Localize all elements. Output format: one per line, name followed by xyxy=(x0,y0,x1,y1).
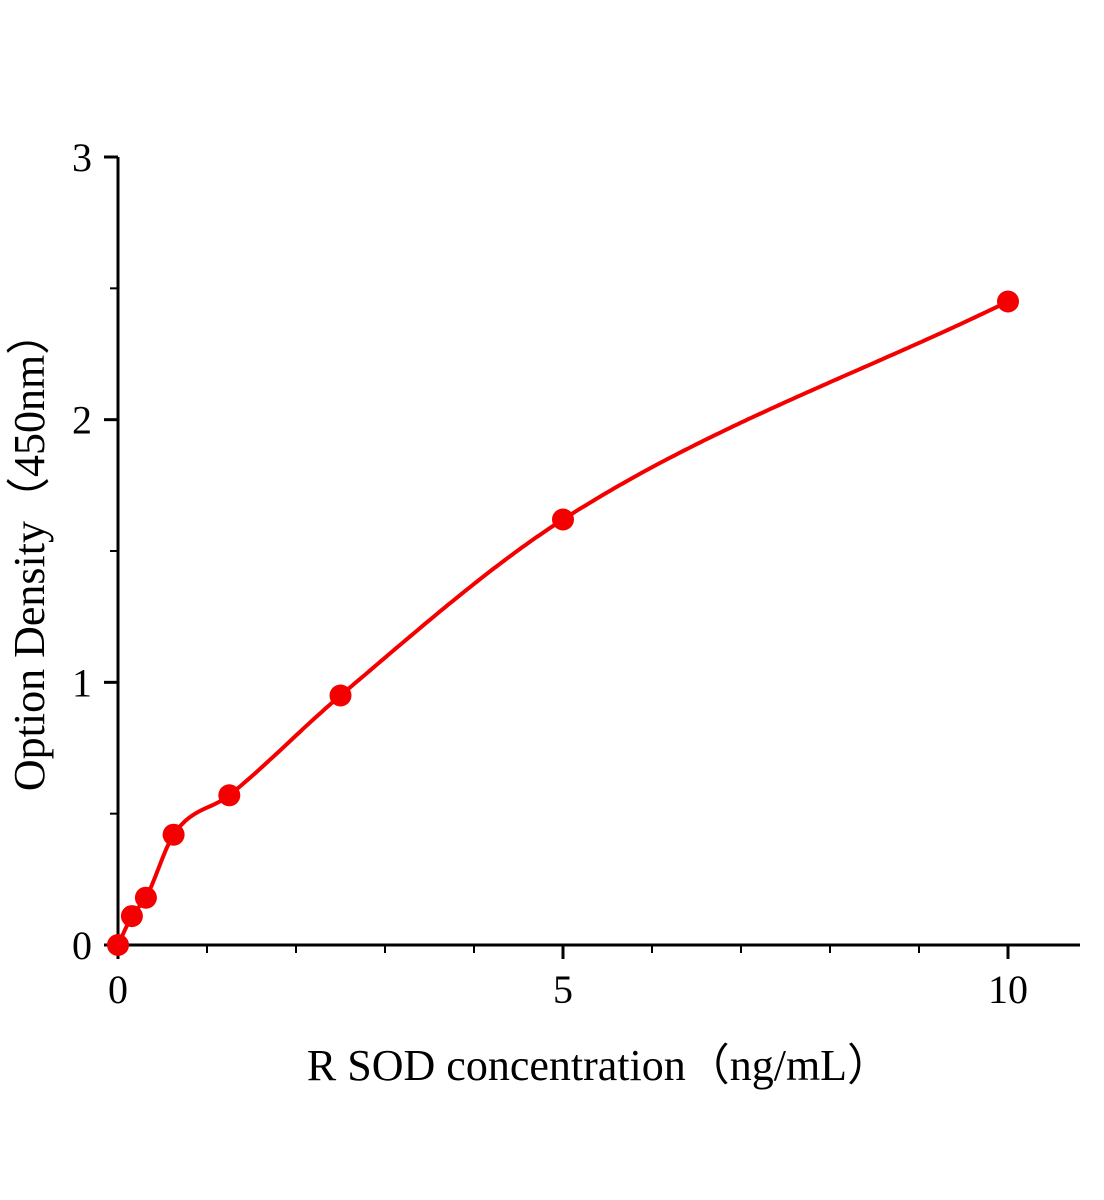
data-point xyxy=(218,784,241,807)
data-point xyxy=(997,290,1019,313)
y-tick-label: 0 xyxy=(72,923,92,968)
x-tick-label: 10 xyxy=(988,967,1028,1012)
x-tick-label: 0 xyxy=(108,967,128,1012)
data-points-layer xyxy=(107,290,1019,956)
y-tick-label: 1 xyxy=(72,660,92,705)
x-tick-label: 5 xyxy=(553,967,573,1012)
y-axis-label: Option Density（450nm） xyxy=(5,311,54,791)
data-point xyxy=(134,886,157,909)
x-axis-label: R SOD concentration（ng/mL） xyxy=(307,1041,891,1090)
data-point xyxy=(120,905,143,928)
y-tick-label: 2 xyxy=(72,398,92,443)
fit-curve-layer xyxy=(116,299,1010,947)
data-point xyxy=(162,823,185,846)
axes: 0 5 10 0 1 2 3 xyxy=(72,135,1080,1012)
y-tick-label: 3 xyxy=(72,135,92,180)
data-point xyxy=(329,684,352,707)
data-point xyxy=(552,508,574,531)
data-point xyxy=(107,934,129,956)
fit-curve xyxy=(116,299,1010,947)
